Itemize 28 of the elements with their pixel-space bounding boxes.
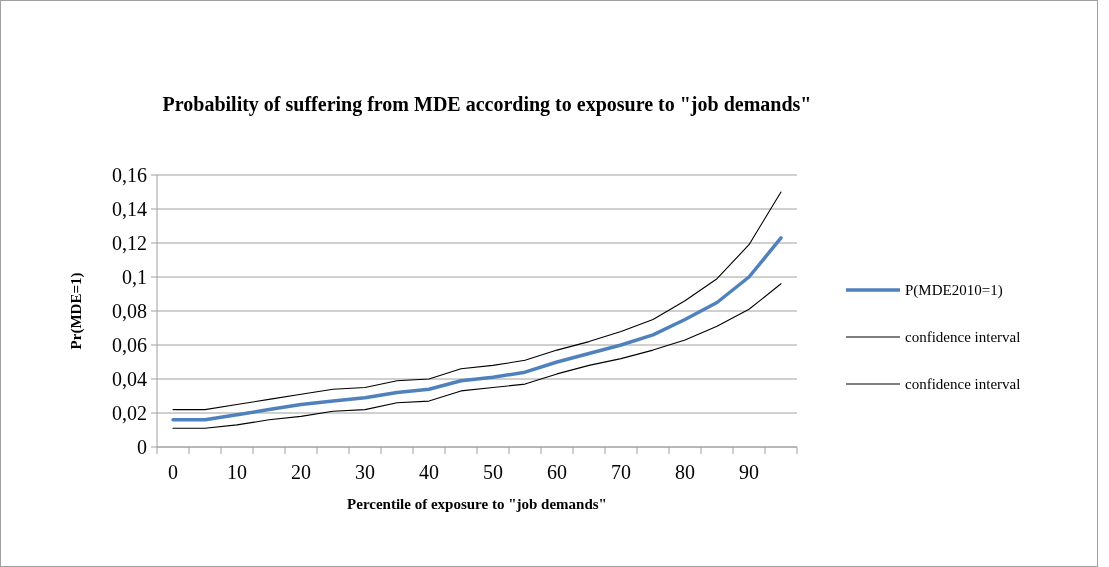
y-tick-label: 0,1	[122, 266, 147, 288]
y-tick-label: 0,04	[112, 368, 147, 390]
y-tick-label: 0	[137, 436, 147, 458]
x-axis-title: Percentile of exposure to "job demands"	[347, 496, 607, 512]
y-axis-title: Pr(MDE=1)	[68, 272, 85, 350]
y-tick-label: 0,14	[112, 198, 147, 220]
x-tick-label: 0	[168, 461, 178, 483]
y-tick-label: 0,12	[112, 232, 147, 254]
x-tick-label: 50	[483, 461, 503, 483]
legend-label: P(MDE2010=1)	[905, 282, 1003, 300]
x-tick-label: 70	[611, 461, 631, 483]
y-tick-label: 0,16	[112, 164, 147, 186]
x-tick-label: 20	[291, 461, 311, 483]
y-tick-label: 0,08	[112, 300, 147, 322]
x-tick-label: 40	[419, 461, 439, 483]
x-tick-label: 90	[739, 461, 759, 483]
x-tick-label: 60	[547, 461, 567, 483]
line-series	[172, 191, 782, 411]
x-tick-label: 80	[675, 461, 695, 483]
x-tick-label: 10	[227, 461, 247, 483]
x-tick-label: 30	[355, 461, 375, 483]
legend-label: confidence interval	[905, 376, 1021, 393]
y-tick-label: 0,02	[112, 402, 147, 424]
line-series	[171, 236, 783, 422]
chart-title: Probability of suffering from MDE according to exposure to "job demands"	[162, 93, 812, 116]
line-series	[172, 283, 782, 429]
y-tick-label: 0,06	[112, 334, 147, 356]
legend-label: confidence interval	[905, 329, 1021, 346]
